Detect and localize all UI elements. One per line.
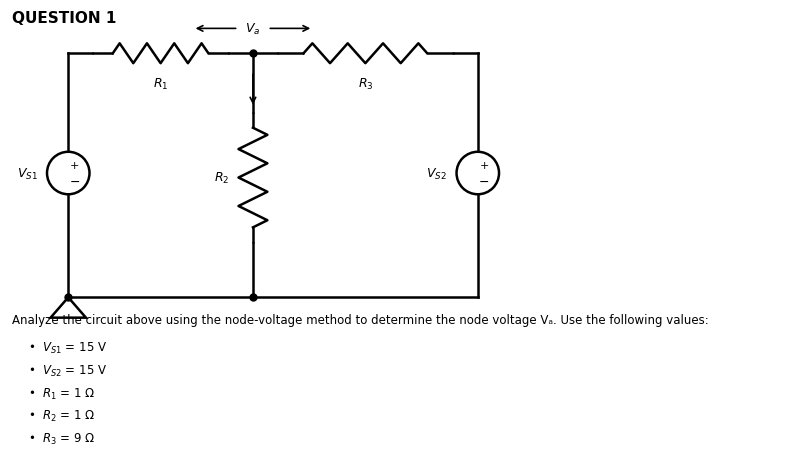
Text: Analyze the circuit above using the node-voltage method to determine the node vo: Analyze the circuit above using the node… xyxy=(12,313,708,327)
Text: $V_{S2}$: $V_{S2}$ xyxy=(426,166,447,181)
Text: −: − xyxy=(478,175,488,188)
Text: •  $R_3$ = 9 Ω: • $R_3$ = 9 Ω xyxy=(28,431,95,446)
Text: •  $R_1$ = 1 Ω: • $R_1$ = 1 Ω xyxy=(28,386,95,400)
Text: $R_3$: $R_3$ xyxy=(357,77,373,92)
Text: $R_1$: $R_1$ xyxy=(152,77,168,92)
Text: QUESTION 1: QUESTION 1 xyxy=(12,11,116,26)
Text: •  $V_{S2}$ = 15 V: • $V_{S2}$ = 15 V xyxy=(28,363,107,378)
Text: −: − xyxy=(69,175,79,188)
Text: •  $V_{S1}$ = 15 V: • $V_{S1}$ = 15 V xyxy=(28,341,107,355)
Text: +: + xyxy=(70,161,79,170)
Text: $R_2$: $R_2$ xyxy=(213,170,229,186)
Text: •  $R_2$ = 1 Ω: • $R_2$ = 1 Ω xyxy=(28,408,95,423)
Text: $V_{S1}$: $V_{S1}$ xyxy=(17,166,38,181)
Text: $V_a$: $V_a$ xyxy=(245,22,261,37)
Text: +: + xyxy=(479,161,488,170)
